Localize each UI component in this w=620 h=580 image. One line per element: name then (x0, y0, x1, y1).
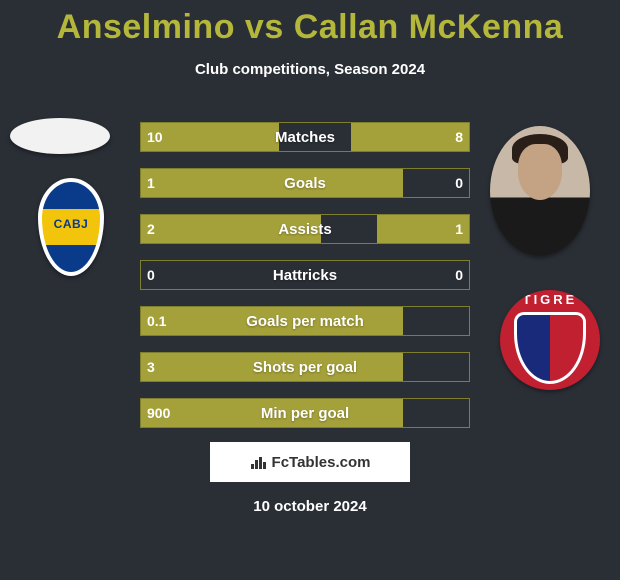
subtitle: Club competitions, Season 2024 (0, 61, 620, 78)
bar-value-left: 900 (147, 399, 170, 427)
page-title: Anselmino vs Callan McKenna (0, 0, 620, 47)
bar-left-fill (141, 399, 403, 427)
bar-value-right: 0 (455, 261, 463, 289)
bar-label: Hattricks (141, 261, 469, 289)
comparison-chart: 108Matches10Goals21Assists00Hattricks0.1… (140, 122, 470, 444)
bar-value-right: 0 (455, 169, 463, 197)
bar-row: 21Assists (140, 214, 470, 244)
footer-logo-text: FcTables.com (272, 454, 371, 471)
bar-value-left: 0.1 (147, 307, 166, 335)
bar-value-left: 1 (147, 169, 155, 197)
title-player1: Anselmino (57, 8, 235, 46)
bar-value-right: 8 (455, 123, 463, 151)
title-vs: vs (245, 8, 284, 46)
bar-left-fill (141, 353, 403, 381)
bar-row: 0 0Hattricks (140, 260, 470, 290)
bars-icon (250, 454, 266, 470)
footer-logo: FcTables.com (210, 442, 410, 482)
bar-value-left: 3 (147, 353, 155, 381)
bar-value-left: 10 (147, 123, 163, 151)
bar-left-fill (141, 215, 321, 243)
bar-value-left: 2 (147, 215, 155, 243)
title-player2: Callan McKenna (294, 8, 564, 46)
bar-left-fill (141, 169, 403, 197)
bar-row: 10Goals (140, 168, 470, 198)
club-right-short: TIGRE (500, 292, 600, 307)
bar-row: 3Shots per goal (140, 352, 470, 382)
bar-value-left: 0 (147, 261, 155, 289)
player-right-photo (490, 126, 590, 256)
club-left-badge: CABJ (38, 178, 104, 276)
bar-right-fill (351, 123, 469, 151)
club-right-badge: TIGRE (500, 290, 600, 390)
bar-row: 108Matches (140, 122, 470, 152)
bar-row: 0.1Goals per match (140, 306, 470, 336)
bar-row: 900Min per goal (140, 398, 470, 428)
player-left-photo (10, 118, 110, 154)
club-left-short: CABJ (54, 217, 89, 231)
bar-left-fill (141, 307, 403, 335)
footer-date: 10 october 2024 (0, 498, 620, 515)
bar-value-right: 1 (455, 215, 463, 243)
